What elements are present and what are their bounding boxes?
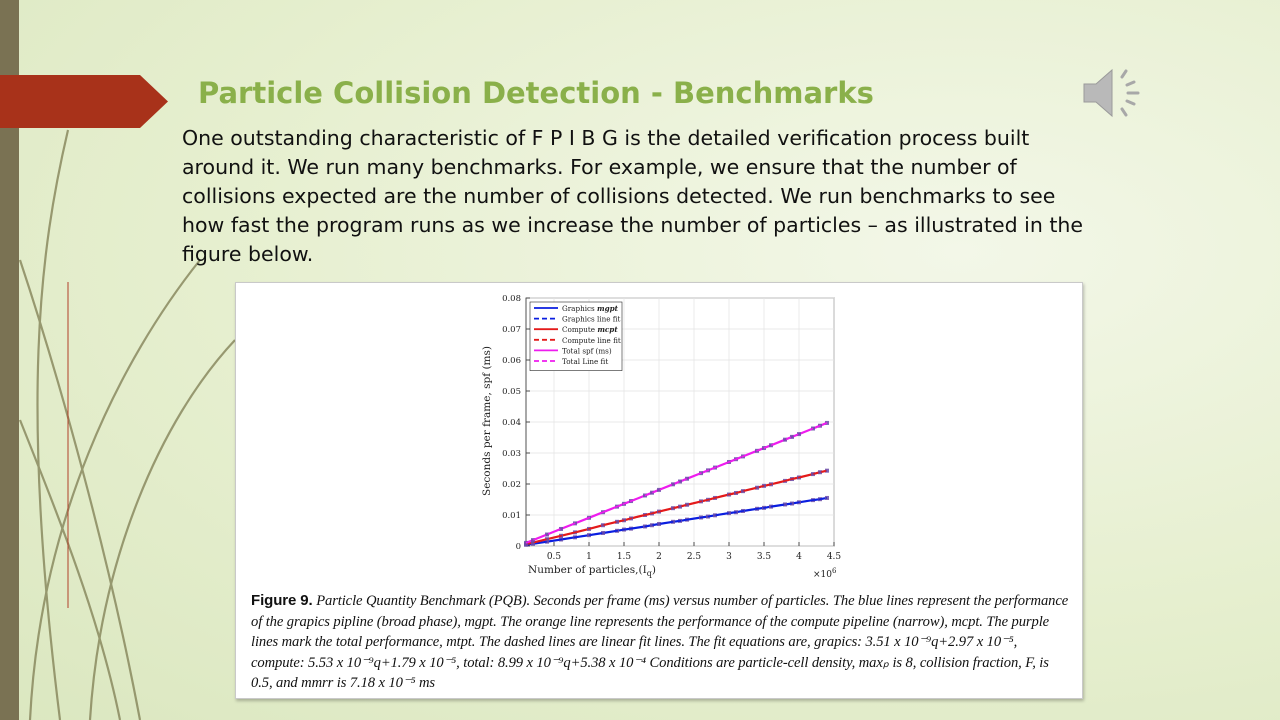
left-decor-strip <box>0 0 19 720</box>
data-point <box>559 526 563 531</box>
data-point <box>615 519 619 524</box>
data-point <box>790 434 794 439</box>
data-point <box>678 504 682 509</box>
data-point <box>671 482 675 487</box>
y-tick-label: 0.08 <box>502 294 521 304</box>
x-tick-label: 4.5 <box>827 552 842 562</box>
y-tick-label: 0.02 <box>502 480 521 490</box>
data-point <box>671 506 675 511</box>
x-tick-label: 4 <box>796 552 802 562</box>
data-point <box>545 532 549 537</box>
slide-title: Particle Collision Detection - Benchmark… <box>198 76 874 110</box>
y-tick-label: 0.05 <box>502 387 521 397</box>
figure-panel: 0.5 1 1.5 2 2.5 3 3.5 4 4.5 0 0.01 0.02 0.03 0.04 0.05… <box>235 282 1083 699</box>
data-point <box>762 483 766 488</box>
data-point <box>531 538 535 543</box>
data-point <box>797 432 801 437</box>
figure-label: Figure 9. <box>251 592 313 609</box>
benchmark-chart: 0.5 1 1.5 2 2.5 3 3.5 4 4.5 0 0.01 0.02 0.03 0.04 0.05… <box>481 294 842 580</box>
legend-label: Compute mcpt <box>562 325 618 334</box>
x-tick-label: 3 <box>726 552 732 562</box>
legend-label: Total Line fit <box>562 357 608 366</box>
data-point <box>769 443 773 448</box>
x-axis-multiplier: ×106 <box>813 567 837 580</box>
x-tick-label: 2.5 <box>687 552 702 562</box>
data-point <box>685 476 689 481</box>
data-point <box>650 523 654 528</box>
data-point <box>657 521 661 526</box>
y-tick-label: 0.06 <box>502 356 521 366</box>
data-point <box>524 540 528 545</box>
data-point <box>818 470 822 475</box>
title-arrow-accent <box>0 75 168 128</box>
data-point <box>545 537 549 542</box>
legend-label: Graphics mgpt <box>562 304 619 313</box>
figure-caption-text: Particle Quantity Benchmark (PQB). Secon… <box>251 593 1069 691</box>
data-point <box>825 468 829 473</box>
x-tick-label: 1.5 <box>617 552 632 562</box>
y-tick-label: 0 <box>516 542 521 552</box>
data-point <box>811 472 815 477</box>
data-point <box>727 511 731 516</box>
data-point <box>545 539 549 544</box>
data-point <box>678 479 682 484</box>
figure-caption: Figure 9. Particle Quantity Benchmark (P… <box>251 591 1073 694</box>
data-point <box>601 530 605 535</box>
x-tick-label: 2 <box>656 552 662 562</box>
speaker-icon[interactable] <box>1080 62 1148 124</box>
data-point <box>601 523 605 528</box>
y-tick-label: 0.07 <box>502 325 521 335</box>
data-point <box>531 540 535 545</box>
data-point <box>685 502 689 507</box>
legend-label: Total spf (ms) <box>562 346 612 355</box>
data-point <box>650 490 654 495</box>
data-point <box>587 533 591 538</box>
decorative-grass-lines <box>18 129 236 720</box>
series-line-5 <box>525 422 828 544</box>
slide-body-text: One outstanding characteristic of F P I … <box>182 126 1084 266</box>
data-point <box>741 489 745 494</box>
data-point <box>769 504 773 509</box>
y-tick-label: 0.04 <box>502 418 521 428</box>
data-point <box>713 513 717 518</box>
data-point <box>783 502 787 507</box>
legend-label: Graphics line fit <box>562 315 621 324</box>
data-point <box>783 437 787 442</box>
data-point <box>790 501 794 506</box>
x-tick-label: 1 <box>586 552 592 562</box>
legend-label: Compute line fit <box>562 336 621 345</box>
data-point <box>657 487 661 492</box>
x-axis-label: Number of particles,(Iq) <box>528 564 656 578</box>
series-line-1 <box>525 497 828 546</box>
y-tick-label: 0.03 <box>502 449 521 459</box>
y-axis-label: Seconds per frame, spf (ms) <box>481 346 493 496</box>
data-point <box>755 485 759 490</box>
legend-box <box>529 301 623 371</box>
series-line-3 <box>525 469 828 545</box>
x-tick-label: 0.5 <box>547 552 562 562</box>
x-tick-label: 3.5 <box>757 552 772 562</box>
y-tick-label: 0.01 <box>502 511 521 521</box>
